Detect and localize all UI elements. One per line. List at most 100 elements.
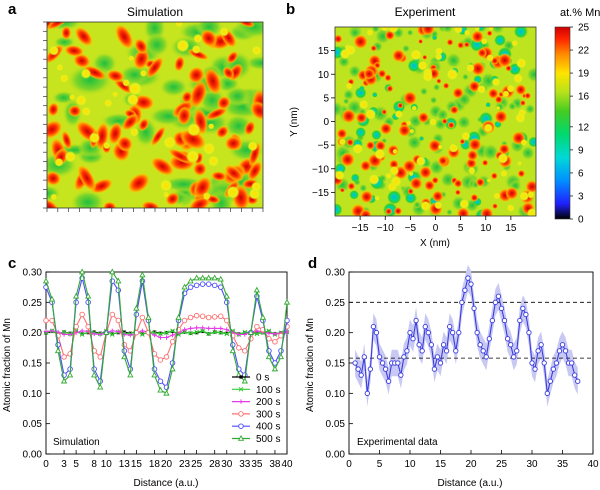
data-point	[443, 348, 450, 354]
x-tick-label: 8	[91, 459, 97, 470]
uncertainty-band	[355, 264, 578, 407]
texture-blob	[355, 111, 368, 124]
texture-blob	[436, 78, 442, 84]
data-point	[453, 348, 459, 354]
data-point	[200, 328, 206, 334]
texture-blob	[422, 54, 428, 60]
texture-blob	[364, 108, 377, 120]
texture-blob	[50, 193, 58, 201]
data-point	[152, 332, 157, 338]
texture-blob	[397, 123, 412, 138]
texture-blob	[481, 159, 489, 167]
texture-blob	[349, 190, 359, 200]
data-point	[238, 423, 244, 429]
texture-blob	[492, 203, 499, 210]
data-point	[266, 331, 272, 336]
texture-blob	[445, 52, 462, 69]
texture-blob	[397, 102, 404, 109]
data-point	[562, 348, 569, 354]
texture-blob	[365, 140, 376, 151]
texture-blob	[82, 65, 107, 81]
data-point	[212, 329, 218, 335]
data-point	[501, 317, 508, 324]
texture-blob	[159, 179, 173, 192]
data-point	[410, 336, 416, 342]
data-point	[254, 328, 260, 334]
texture-blob	[468, 137, 482, 152]
data-point	[437, 360, 444, 366]
texture-blob	[409, 128, 415, 134]
texture-blob	[466, 149, 479, 162]
texture-blob	[464, 29, 471, 36]
panel-d-letter: d	[308, 255, 317, 272]
data-point	[419, 348, 425, 354]
x-tick-label: −10	[377, 223, 394, 234]
data-point	[477, 342, 483, 348]
data-point	[364, 390, 370, 396]
texture-blob	[359, 85, 365, 91]
texture-blob	[117, 135, 133, 152]
legend-label: 200 s	[256, 397, 280, 408]
colorbar-tick-label: 25	[578, 23, 590, 34]
texture-blob	[217, 95, 231, 110]
data-point	[462, 287, 468, 293]
texture-blob	[449, 105, 459, 115]
texture-blob	[359, 160, 372, 172]
colorbar-tick-label: 19	[578, 69, 590, 80]
texture-blob	[186, 149, 200, 164]
texture-blob	[226, 50, 239, 64]
data-point	[188, 330, 193, 336]
x-tick-label: 23	[179, 459, 191, 470]
texture-blob	[437, 144, 443, 150]
data-point	[169, 339, 176, 345]
texture-blob	[215, 125, 229, 139]
data-point	[401, 354, 407, 360]
texture-blob	[418, 38, 424, 45]
data-point	[211, 274, 218, 281]
data-point	[181, 283, 188, 290]
data-point	[205, 274, 212, 281]
texture-blob	[121, 113, 140, 131]
data-point	[511, 354, 517, 360]
data-point	[54, 347, 62, 354]
data-point	[358, 372, 364, 378]
texture-blob	[73, 53, 91, 69]
y-tick-label: −15	[312, 188, 329, 199]
texture-blob	[340, 152, 355, 167]
texture-blob	[486, 178, 491, 183]
texture-blob	[379, 122, 393, 135]
panel-c-annotation: Simulation	[53, 437, 100, 448]
texture-blob	[346, 138, 355, 147]
y-tick-label: 0	[323, 117, 329, 128]
texture-blob	[146, 56, 164, 79]
data-point	[526, 330, 532, 336]
texture-blob	[448, 143, 459, 153]
texture-blob	[497, 52, 513, 68]
data-point	[205, 314, 212, 321]
y-tick-label: 0.20	[326, 328, 346, 339]
data-point	[97, 354, 103, 360]
texture-blob	[506, 204, 515, 212]
texture-blob	[463, 41, 470, 48]
texture-blob	[456, 207, 470, 216]
texture-blob	[424, 179, 436, 192]
x-tick-label: 30	[221, 459, 233, 470]
y-tick-label: 0.05	[23, 419, 43, 430]
data-point	[115, 317, 122, 324]
texture-blob	[374, 195, 380, 201]
data-point	[97, 383, 104, 390]
texture-blob	[491, 77, 501, 87]
texture-blob	[456, 114, 472, 130]
data-point	[193, 282, 200, 289]
texture-blob	[436, 108, 449, 122]
data-point	[205, 281, 212, 287]
texture-blob	[150, 125, 166, 147]
texture-blob	[127, 172, 150, 194]
data-point	[133, 304, 140, 311]
panel-d-annotation: Experimental data	[357, 437, 438, 448]
panel-b-title: Experiment	[395, 5, 456, 19]
texture-blob	[452, 87, 464, 99]
texture-blob	[202, 192, 211, 201]
texture-blob	[355, 126, 367, 138]
texture-blob	[419, 87, 429, 96]
